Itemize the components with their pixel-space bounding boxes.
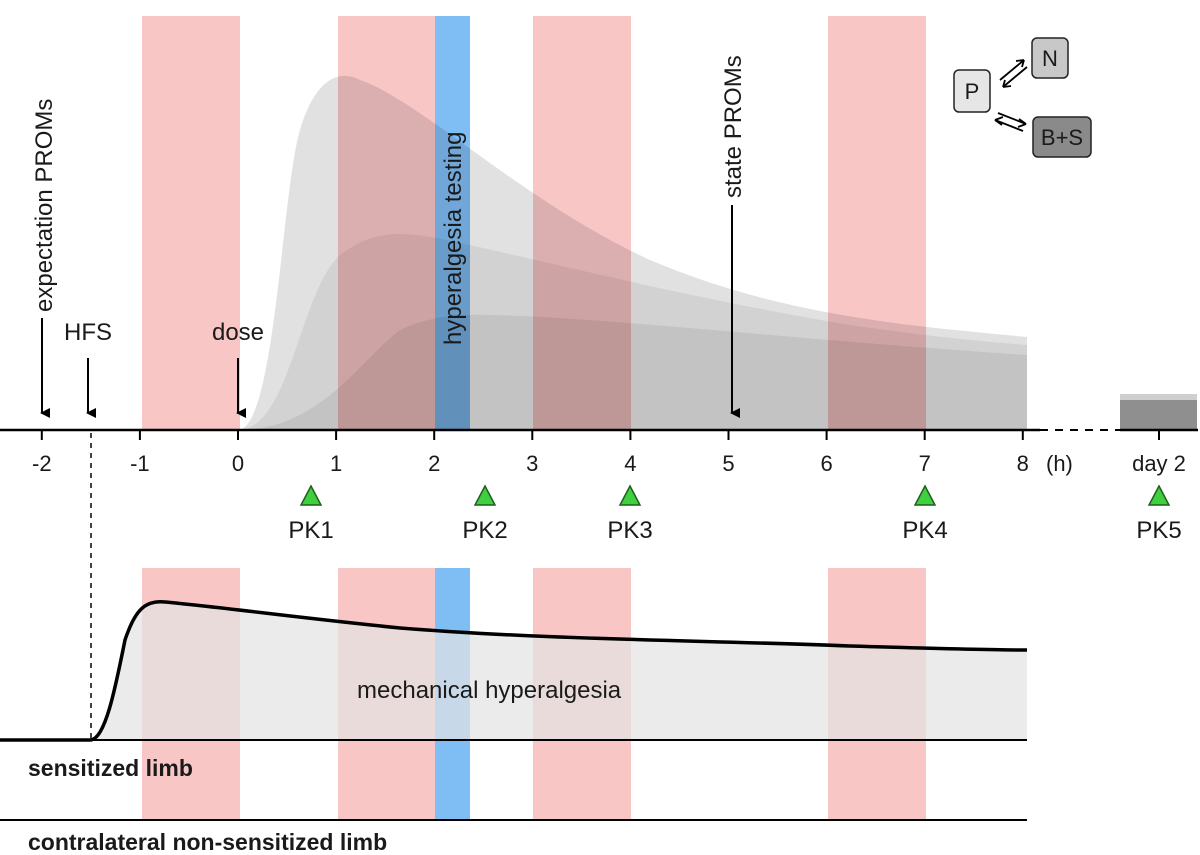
axis-tick-marks: [40, 430, 1024, 440]
mechanical-hyperalgesia-curve: [0, 600, 1028, 742]
hfs-label: HFS: [64, 319, 112, 346]
axis-tick-label: 3: [526, 451, 538, 476]
pk-sample-label: PK4: [902, 517, 947, 544]
pk-samples: PK1 PK2 PK3 PK4 PK5: [288, 484, 1182, 544]
pk-triangle-icon: [618, 484, 642, 506]
mechanical-hyperalgesia-label: mechanical hyperalgesia: [357, 677, 622, 704]
mechanical-hyperalgesia-area: [0, 601, 1027, 740]
day2-block-dark: [1120, 400, 1197, 430]
axis-tick-label: 4: [624, 451, 636, 476]
axis-tick-labels: -2 -1 0 1 2 3 4 5 6 7 8: [32, 451, 1029, 476]
dose-label: dose: [212, 319, 264, 346]
axis-tick-label: -1: [130, 451, 150, 476]
pk-concentration-curves: [238, 75, 1027, 430]
pk-triangle-icon: [473, 484, 497, 506]
pk-sample-label: PK3: [607, 517, 652, 544]
day2-label: day 2: [1132, 451, 1186, 476]
pk-triangle-icon: [1147, 484, 1171, 506]
hyperalgesia-testing-label: hyperalgesia testing: [440, 132, 467, 345]
axis-tick-label: 5: [722, 451, 734, 476]
axis-tick-label: 0: [232, 451, 244, 476]
axis-tick-label: 6: [820, 451, 832, 476]
pk-triangle-icon: [299, 484, 323, 506]
state-proms-label: state PROMs: [720, 55, 747, 198]
axis-tick-label: 1: [330, 451, 342, 476]
contralateral-limb-label: contralateral non-sensitized limb: [28, 829, 387, 855]
pk-curve-low: [238, 314, 1027, 430]
pk-sample-label: PK2: [462, 517, 507, 544]
pk-sample-label: PK5: [1136, 517, 1181, 544]
pk-sample-label: PK1: [288, 517, 333, 544]
legend-box-p: [953, 69, 991, 113]
sensitized-limb-label: sensitized limb: [28, 755, 193, 781]
legend-n-label: N: [1042, 46, 1058, 71]
legend-bs-label: B+S: [1041, 125, 1083, 150]
legend-box-bs: [1032, 116, 1092, 158]
axis-tick-label: 8: [1017, 451, 1029, 476]
pk-triangle-icon: [913, 484, 937, 506]
axis-unit-label: (h): [1046, 451, 1073, 476]
equilibrium-arrows-bs: [994, 112, 1027, 132]
legend-p-label: P: [965, 79, 980, 104]
equilibrium-arrows-n: [999, 59, 1028, 88]
axis-tick-label: 7: [919, 451, 931, 476]
expectation-proms-label: expectation PROMs: [31, 99, 58, 312]
metabolite-legend: P N B+S: [953, 37, 1092, 158]
axis-tick-label: -2: [32, 451, 52, 476]
legend-box-n: [1031, 37, 1069, 79]
axis-tick-label: 2: [428, 451, 440, 476]
